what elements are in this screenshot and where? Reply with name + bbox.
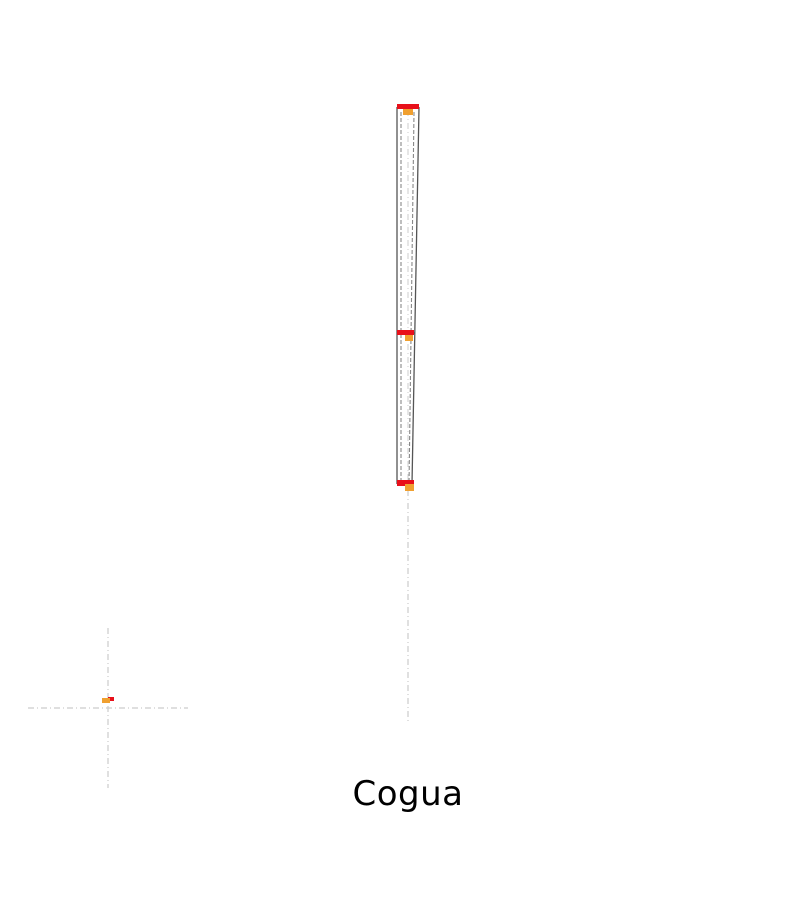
place-name-label: Cogua: [352, 774, 464, 814]
road-outline-right: [411, 106, 420, 485]
node-marker-middle-red[interactable]: [397, 330, 414, 335]
road-corridor: [396, 106, 420, 488]
location-marker-icon[interactable]: [102, 697, 114, 703]
segment-markers: [397, 104, 419, 491]
road-dash-inner-right: [408, 111, 415, 487]
node-marker-top-orange[interactable]: [403, 109, 413, 115]
node-marker-top-red[interactable]: [397, 104, 419, 109]
node-marker-bottom-orange[interactable]: [405, 484, 414, 491]
node-marker-middle-orange[interactable]: [405, 335, 413, 341]
node-marker-bottom-red[interactable]: [397, 480, 414, 486]
